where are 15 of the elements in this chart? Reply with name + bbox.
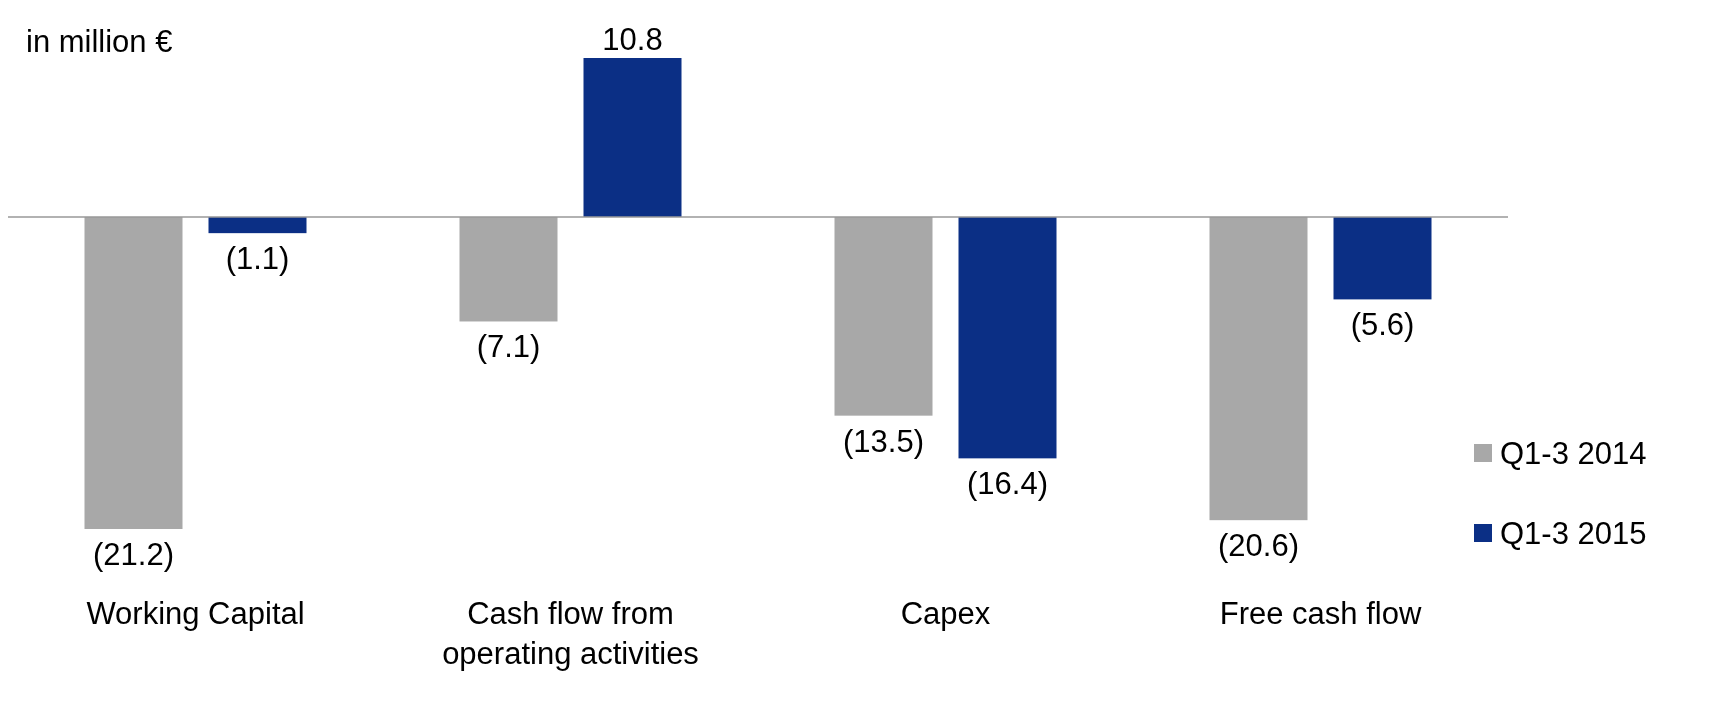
data-label: (16.4) (967, 466, 1048, 502)
data-label: (20.6) (1218, 528, 1299, 564)
x-tick-label: Working Capital (86, 596, 305, 631)
x-tick-label: Cash flow from operating activities (442, 596, 699, 671)
legend-label: Q1-3 2015 (1500, 516, 1647, 551)
data-label: (13.5) (843, 423, 924, 459)
chart-title: in million € (26, 24, 173, 59)
data-label: 10.8 (602, 22, 663, 57)
data-label: (5.6) (1350, 307, 1415, 343)
data-label: (1.1) (225, 241, 290, 277)
x-tick-label: Capex (900, 596, 991, 631)
data-label: (7.1) (476, 329, 541, 365)
data-label: (21.2) (93, 537, 174, 572)
x-tick-label: Free cash flow (1219, 596, 1422, 631)
legend-label: Q1-3 2014 (1500, 436, 1647, 471)
